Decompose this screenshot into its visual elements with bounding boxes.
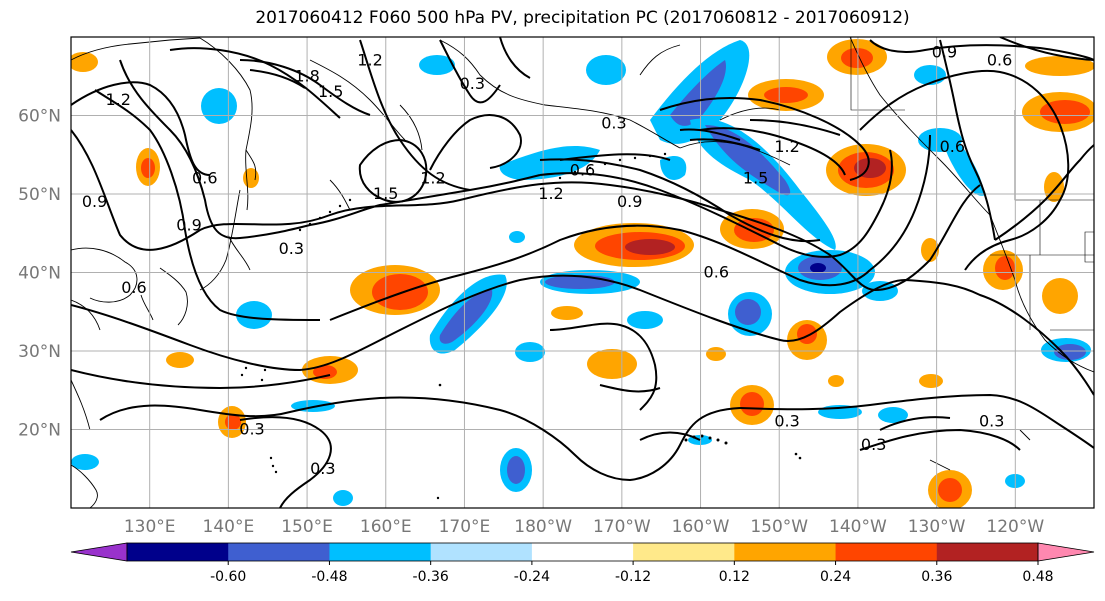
colorbar-tick-label: -0.36 [413, 569, 449, 585]
lon-tick-label: 130°W [908, 517, 966, 537]
lon-tick-label: 120°W [986, 517, 1044, 537]
contour-label: 0.9 [932, 43, 957, 62]
colorbar-segment [734, 543, 837, 561]
map-frame [70, 36, 1095, 509]
contour-label: 1.8 [294, 66, 319, 85]
contour-labels: 1.21.81.51.20.31.51.20.60.90.90.30.60.61… [82, 43, 1012, 478]
contour-label: 1.2 [357, 51, 382, 70]
colorbar: -0.60 -0.48 -0.36 -0.24 -0.12 0.12 0.24 0.36 0.4… [70, 542, 1095, 585]
contour-label: 0.3 [601, 113, 626, 132]
colorbar-frame [126, 542, 1039, 562]
contour-label: 0.9 [176, 215, 201, 234]
contour-label: 0.3 [861, 435, 886, 454]
colorbar-tick-label: -0.24 [514, 569, 550, 585]
contour-label: 0.9 [617, 192, 642, 211]
colorbar-segment [633, 543, 735, 561]
lat-tick-label: 60°N [18, 107, 61, 127]
contour-label: 1.5 [318, 82, 343, 101]
lon-tick-label: 130°E [124, 517, 176, 537]
lat-tick-label: 50°N [18, 185, 61, 205]
colorbar-tick-label: -0.12 [615, 569, 651, 585]
contour-label: 0.6 [121, 278, 146, 297]
lon-tick-label: 140°E [203, 517, 255, 537]
contour-label: 1.2 [420, 168, 445, 187]
contour-label: 0.3 [310, 459, 335, 478]
longitude-labels: 130°E 140°E 150°E 160°E 170°E 180°W 170°W 160°W… [124, 517, 1045, 537]
grid-lines [71, 37, 1094, 508]
contour-label: 0.3 [774, 412, 799, 431]
contour-label: 0.3 [239, 420, 264, 439]
contour-label: 0.9 [82, 192, 107, 211]
colorbar-segment [329, 543, 432, 561]
contour-label: 0.3 [279, 239, 304, 258]
pv-contours [71, 37, 1094, 508]
latitude-labels: 20°N 30°N 40°N 50°N 60°N [18, 107, 61, 441]
colorbar-tick-label: 0.36 [921, 569, 952, 585]
colorbar-tick-label: 0.48 [1022, 569, 1053, 585]
lon-tick-label: 170°E [439, 517, 491, 537]
colorbar-tick-label: -0.60 [210, 569, 246, 585]
colorbar-segment [936, 543, 1039, 561]
lat-tick-label: 30°N [18, 342, 61, 362]
colorbar-segment [127, 543, 229, 561]
contour-label: 0.6 [940, 137, 965, 156]
lon-tick-label: 180°W [514, 517, 572, 537]
figure-title: 2017060412 F060 500 hPa PV, precipitatio… [255, 8, 910, 28]
map-area: 1.21.81.51.20.31.51.20.60.90.90.30.60.61… [71, 37, 1094, 508]
colorbar-segment [228, 543, 330, 561]
lon-tick-label: 150°E [281, 517, 333, 537]
contour-label: 1.5 [743, 168, 768, 187]
contour-label: 0.6 [987, 51, 1012, 70]
lat-tick-label: 40°N [18, 264, 61, 284]
contour-label: 0.3 [979, 412, 1004, 431]
lon-tick-label: 160°E [360, 517, 412, 537]
contour-label: 1.2 [774, 137, 799, 156]
colorbar-segment [531, 543, 634, 561]
contour-label: 1.2 [105, 90, 130, 109]
contour-label: 0.6 [704, 263, 729, 282]
colorbar-segment [835, 543, 938, 561]
contour-label: 0.3 [460, 74, 485, 93]
colorbar-extend-high [1037, 542, 1095, 562]
colorbar-segment [430, 543, 533, 561]
lon-tick-label: 150°W [750, 517, 808, 537]
contour-label: 0.6 [192, 168, 217, 187]
contour-label: 1.5 [373, 184, 398, 203]
contour-label: 0.6 [570, 160, 595, 179]
lon-tick-label: 140°W [829, 517, 887, 537]
colorbar-tick-label: 0.12 [719, 569, 750, 585]
island-chains [240, 152, 802, 500]
lon-tick-label: 160°W [672, 517, 730, 537]
lon-tick-label: 170°W [593, 517, 651, 537]
lat-tick-label: 20°N [18, 421, 61, 441]
colorbar-tick-label: 0.24 [820, 569, 851, 585]
contour-label: 1.2 [538, 184, 563, 203]
colorbar-extend-low [70, 542, 128, 562]
colorbar-tick-label: -0.48 [311, 569, 347, 585]
